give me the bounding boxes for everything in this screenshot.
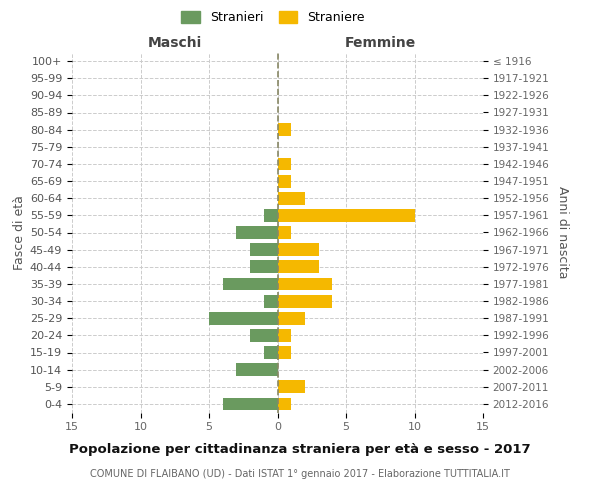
Text: Popolazione per cittadinanza straniera per età e sesso - 2017: Popolazione per cittadinanza straniera p… bbox=[69, 442, 531, 456]
Bar bbox=[278, 158, 291, 170]
Bar bbox=[278, 398, 291, 410]
Bar bbox=[278, 260, 319, 273]
Bar bbox=[250, 260, 278, 273]
Bar bbox=[278, 209, 415, 222]
Bar bbox=[278, 312, 305, 324]
Bar bbox=[278, 294, 332, 308]
Bar bbox=[278, 226, 291, 239]
Y-axis label: Anni di nascita: Anni di nascita bbox=[556, 186, 569, 279]
Bar bbox=[278, 380, 305, 393]
Bar bbox=[278, 329, 291, 342]
Text: COMUNE DI FLAIBANO (UD) - Dati ISTAT 1° gennaio 2017 - Elaborazione TUTTITALIA.I: COMUNE DI FLAIBANO (UD) - Dati ISTAT 1° … bbox=[90, 469, 510, 479]
Bar bbox=[278, 346, 291, 359]
Bar bbox=[278, 123, 291, 136]
Bar bbox=[250, 243, 278, 256]
Bar bbox=[236, 226, 278, 239]
Bar bbox=[278, 192, 305, 204]
Bar bbox=[223, 398, 278, 410]
Bar bbox=[264, 294, 278, 308]
Bar bbox=[278, 174, 291, 188]
Legend: Stranieri, Straniere: Stranieri, Straniere bbox=[176, 6, 370, 29]
Bar bbox=[278, 243, 319, 256]
Y-axis label: Fasce di età: Fasce di età bbox=[13, 195, 26, 270]
Bar bbox=[264, 346, 278, 359]
Bar bbox=[223, 278, 278, 290]
Bar bbox=[278, 278, 332, 290]
Bar bbox=[209, 312, 278, 324]
Bar bbox=[236, 363, 278, 376]
Text: Maschi: Maschi bbox=[148, 36, 202, 50]
Text: Femmine: Femmine bbox=[344, 36, 416, 50]
Bar bbox=[264, 209, 278, 222]
Bar bbox=[250, 329, 278, 342]
